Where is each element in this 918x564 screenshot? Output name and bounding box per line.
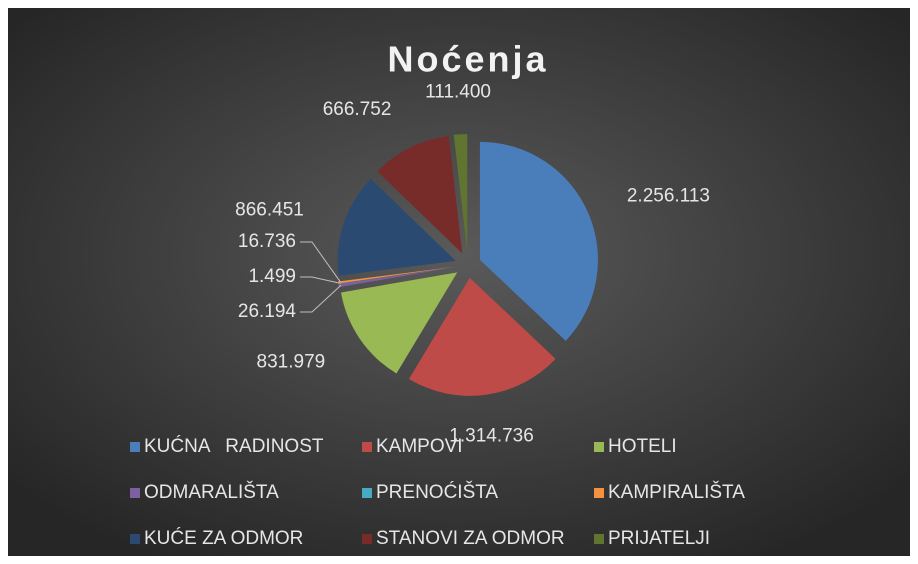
legend-label: KAMPIRALIŠTA <box>608 481 745 503</box>
pie-slice <box>338 267 456 288</box>
pie-slice <box>408 277 556 396</box>
legend-swatch <box>362 442 372 452</box>
data-label: 26.194 <box>238 301 297 322</box>
pie-slice <box>340 272 458 374</box>
legend-label: PRENOĆIŠTA <box>376 481 498 503</box>
legend-swatch <box>130 488 140 498</box>
data-label: 2.256.113 <box>627 185 710 206</box>
leader-line <box>300 276 341 284</box>
legend-label: PRIJATELJI <box>608 528 710 549</box>
data-label: 16.736 <box>238 231 296 252</box>
legend-label: KAMPOVI <box>376 436 463 457</box>
legend-label: ODMARALIŠTA <box>144 481 279 503</box>
leader-line <box>300 284 342 313</box>
pie-slice <box>338 266 456 284</box>
legend-label: KUĆNA RADINOST <box>144 435 324 457</box>
legend-swatch <box>362 488 372 498</box>
legend-swatch <box>130 442 140 452</box>
data-label: 866.451 <box>235 199 304 220</box>
data-label: 831.979 <box>257 352 326 373</box>
chart-background <box>8 8 910 556</box>
legend-swatch <box>130 534 140 544</box>
legend-swatch <box>594 534 604 544</box>
legend-label: KUĆE ZA ODMOR <box>144 527 303 549</box>
data-label: 111.400 <box>425 81 491 102</box>
pie-slice <box>338 266 456 284</box>
chart-title: Noćenja <box>387 39 548 80</box>
legend-label: HOTELI <box>608 436 677 457</box>
data-label: 1.499 <box>248 266 296 287</box>
pie-slice <box>337 178 456 276</box>
legend-swatch <box>362 534 372 544</box>
data-label: 1.314.736 <box>449 425 534 446</box>
pie-slice <box>479 141 598 341</box>
legend-label: STANOVI ZA ODMOR <box>376 528 565 549</box>
leader-line <box>300 241 341 283</box>
pie-slice <box>377 136 463 254</box>
pie-slice <box>453 134 468 253</box>
legend-swatch <box>594 442 604 452</box>
legend-swatch <box>594 488 604 498</box>
data-label: 666.752 <box>323 99 392 120</box>
